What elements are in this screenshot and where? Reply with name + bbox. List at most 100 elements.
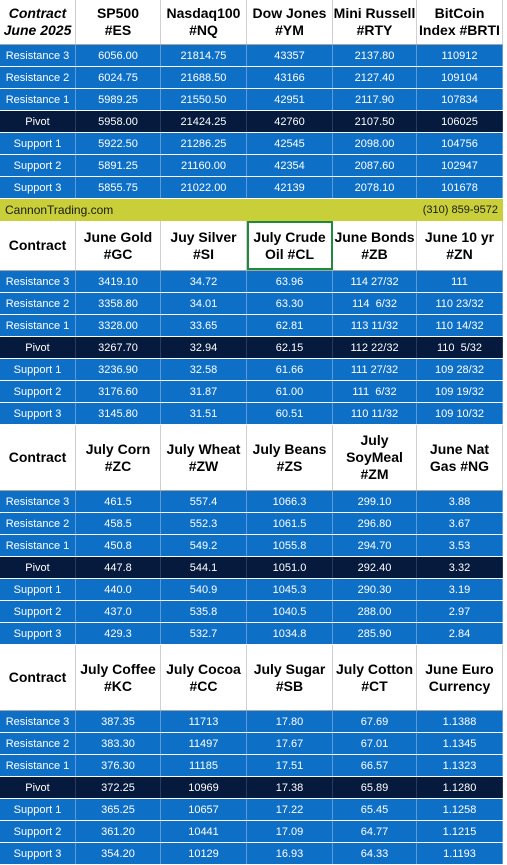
level-value-cell: 2087.60: [333, 155, 417, 176]
kc-header: July Coffee #KC: [76, 645, 161, 710]
level-value-cell: 17.09: [247, 821, 333, 842]
banner-site[interactable]: CannonTrading.com: [5, 203, 114, 217]
level-value-cell: 437.0: [76, 601, 161, 622]
row-label: Support 3: [0, 177, 76, 198]
level-value-cell: 1034.8: [247, 623, 333, 644]
level-value-cell: 111 27/32: [333, 359, 417, 380]
level-value-cell: 3328.00: [76, 315, 161, 336]
level-value-cell: 2098.00: [333, 133, 417, 154]
level-value-cell: 372.25: [76, 777, 161, 798]
level-value-cell: 2.97: [417, 601, 503, 622]
resistance-2-row: Resistance 2 383.30 11497 17.67 67.01 1.1345: [0, 733, 503, 755]
level-value-cell: 11497: [161, 733, 247, 754]
row-label: Resistance 3: [0, 271, 76, 292]
level-value-cell: 10441: [161, 821, 247, 842]
level-value-cell: 3.88: [417, 491, 503, 512]
level-value-cell: 21688.50: [161, 67, 247, 88]
resistance-1-row: Resistance 1 3328.00 33.65 62.81 113 11/32 11…: [0, 315, 503, 337]
support-2-row: Support 2 361.20 10441 17.09 64.77 1.1215: [0, 821, 503, 843]
zs-header: July Beans #ZS: [247, 425, 333, 490]
level-value-cell: 110 23/32: [417, 293, 503, 314]
level-value-cell: 61.00: [247, 381, 333, 402]
row-label: Resistance 1: [0, 755, 76, 776]
level-value-cell: 2078.10: [333, 177, 417, 198]
row-label: Support 3: [0, 623, 76, 644]
row-label: Support 2: [0, 601, 76, 622]
table-header-row: Contract July Corn #ZC July Wheat #ZW July …: [0, 425, 503, 491]
resistance-1-row: Resistance 1 450.8 549.2 1055.8 294.70 3.53: [0, 535, 503, 557]
level-value-cell: 461.5: [76, 491, 161, 512]
ct-header: July Cotton #CT: [333, 645, 417, 710]
level-value-cell: 450.8: [76, 535, 161, 556]
level-value-cell: 290.30: [333, 579, 417, 600]
row-label: Support 2: [0, 821, 76, 842]
pivot-row: Pivot 5958.00 21424.25 42760 2107.50 106025: [0, 111, 503, 133]
level-value-cell: 62.81: [247, 315, 333, 336]
pivot-row: Pivot 447.8 544.1 1051.0 292.40 3.32: [0, 557, 503, 579]
level-value-cell: 110 5/32: [417, 337, 503, 358]
row-label: Resistance 1: [0, 89, 76, 110]
level-value-cell: 66.57: [333, 755, 417, 776]
row-label: Resistance 2: [0, 293, 76, 314]
level-value-cell: 552.3: [161, 513, 247, 534]
level-value-cell: 32.94: [161, 337, 247, 358]
level-value-cell: 383.30: [76, 733, 161, 754]
resistance-3-row: Resistance 3 3419.10 34.72 63.96 114 27/32 11…: [0, 271, 503, 293]
level-value-cell: 60.51: [247, 403, 333, 424]
level-value-cell: 294.70: [333, 535, 417, 556]
resistance-2-row: Resistance 2 6024.75 21688.50 43166 2127.40 1…: [0, 67, 503, 89]
zc-header: July Corn #ZC: [76, 425, 161, 490]
level-value-cell: 365.25: [76, 799, 161, 820]
level-value-cell: 3358.80: [76, 293, 161, 314]
support-2-row: Support 2 5891.25 21160.00 42354 2087.60 1029…: [0, 155, 503, 177]
cannon-banner: CannonTrading.com (310) 859-9572: [0, 199, 503, 221]
row-label: Support 2: [0, 381, 76, 402]
cl-header[interactable]: July Crude Oil #CL: [247, 221, 333, 270]
level-value-cell: 6024.75: [76, 67, 161, 88]
level-value-cell: 17.22: [247, 799, 333, 820]
level-value-cell: 21286.25: [161, 133, 247, 154]
level-value-cell: 109104: [417, 67, 503, 88]
level-value-cell: 5989.25: [76, 89, 161, 110]
support-3-row: Support 3 3145.80 31.51 60.51 110 11/32 109 1…: [0, 403, 503, 425]
metals-rates-table: Contract June Gold #GC Juy Silver #SI July …: [0, 221, 503, 425]
level-value-cell: 109 19/32: [417, 381, 503, 402]
table-header-row: Contract June Gold #GC Juy Silver #SI July …: [0, 221, 503, 271]
row-label: Resistance 2: [0, 733, 76, 754]
level-value-cell: 110 11/32: [333, 403, 417, 424]
level-value-cell: 2107.50: [333, 111, 417, 132]
level-value-cell: 361.20: [76, 821, 161, 842]
level-value-cell: 3.67: [417, 513, 503, 534]
level-value-cell: 10969: [161, 777, 247, 798]
row-label: Resistance 3: [0, 491, 76, 512]
level-value-cell: 21424.25: [161, 111, 247, 132]
resistance-2-row: Resistance 2 458.5 552.3 1061.5 296.80 3.67: [0, 513, 503, 535]
level-value-cell: 3145.80: [76, 403, 161, 424]
level-value-cell: 3419.10: [76, 271, 161, 292]
level-value-cell: 1.1280: [417, 777, 503, 798]
level-value-cell: 16.93: [247, 843, 333, 864]
level-value-cell: 1.1215: [417, 821, 503, 842]
sb-header: July Sugar #SB: [247, 645, 333, 710]
row-label: Resistance 1: [0, 315, 76, 336]
level-value-cell: 111 6/32: [333, 381, 417, 402]
level-value-cell: 114 6/32: [333, 293, 417, 314]
level-value-cell: 429.3: [76, 623, 161, 644]
level-value-cell: 65.45: [333, 799, 417, 820]
zb-header: June Bonds #ZB: [333, 221, 417, 270]
level-value-cell: 544.1: [161, 557, 247, 578]
cc-header: July Cocoa #CC: [161, 645, 247, 710]
resistance-1-row: Resistance 1 376.30 11185 17.51 66.57 1.1323: [0, 755, 503, 777]
level-value-cell: 1061.5: [247, 513, 333, 534]
level-value-cell: 34.72: [161, 271, 247, 292]
level-value-cell: 3267.70: [76, 337, 161, 358]
level-value-cell: 111: [417, 271, 503, 292]
row-label: Pivot: [0, 557, 76, 578]
level-value-cell: 42760: [247, 111, 333, 132]
level-value-cell: 299.10: [333, 491, 417, 512]
level-value-cell: 557.4: [161, 491, 247, 512]
level-value-cell: 106025: [417, 111, 503, 132]
level-value-cell: 1045.3: [247, 579, 333, 600]
level-value-cell: 2117.90: [333, 89, 417, 110]
